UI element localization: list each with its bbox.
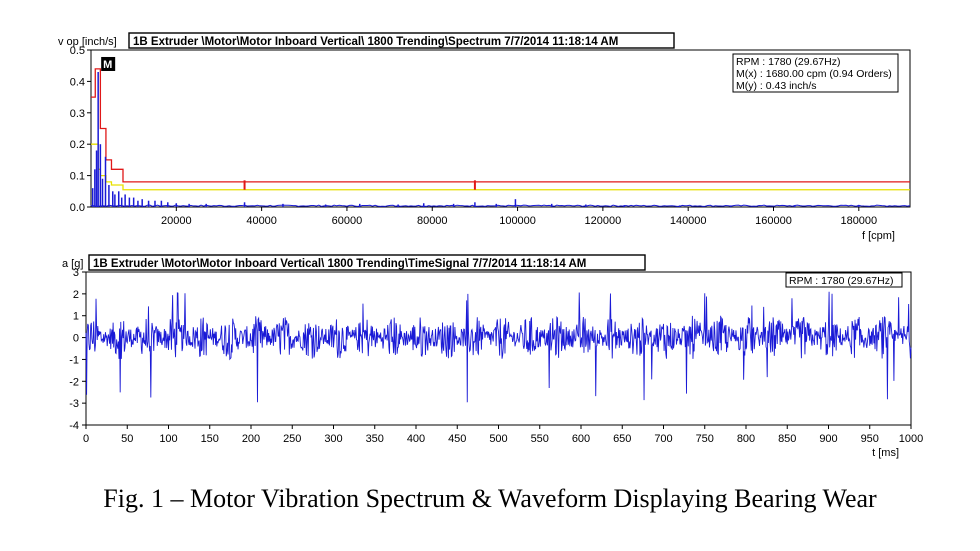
x-axis-label: t [ms] <box>872 447 899 459</box>
x-tick-label: 250 <box>283 433 301 445</box>
chart-title: 1B Extruder \Motor\Motor Inboard Vertica… <box>128 32 675 49</box>
x-tick-label: 650 <box>613 433 631 445</box>
x-tick-label: 550 <box>531 433 549 445</box>
x-tick-label: 600 <box>572 433 590 445</box>
x-tick-label: 60000 <box>332 215 363 227</box>
y-tick-label: 0.0 <box>70 202 85 214</box>
spectrum-baseline <box>90 204 911 207</box>
figure-caption: Fig. 1 – Motor Vibration Spectrum & Wave… <box>103 484 877 513</box>
x-tick-label: 140000 <box>670 215 707 227</box>
x-tick-label: 50 <box>121 433 133 445</box>
y-tick-label: 0.4 <box>70 76 85 88</box>
x-tick-label: 750 <box>696 433 714 445</box>
x-tick-label: 150 <box>201 433 219 445</box>
y-tick-label: 0.5 <box>70 45 85 57</box>
x-tick-label: 950 <box>861 433 879 445</box>
x-tick-label: 120000 <box>585 215 622 227</box>
y-tick-label: 0.3 <box>70 108 85 120</box>
x-tick-label: 500 <box>489 433 507 445</box>
title-text: 1B Extruder \Motor\Motor Inboard Vertica… <box>133 36 618 48</box>
x-tick-label: 200 <box>242 433 260 445</box>
y-tick-label: 3 <box>73 267 79 279</box>
x-tick-label: 1000 <box>899 433 923 445</box>
title-box <box>128 32 675 49</box>
legend-line: RPM : 1780 (29.67Hz) <box>789 275 893 287</box>
x-tick-label: 450 <box>448 433 466 445</box>
x-tick-label: 900 <box>819 433 837 445</box>
y-tick-label: 0.1 <box>70 171 85 183</box>
legend: RPM : 1780 (29.67Hz) <box>785 272 903 288</box>
x-tick-label: 850 <box>778 433 796 445</box>
x-axis-label: f [cpm] <box>862 230 895 242</box>
title-box <box>88 254 646 271</box>
x-tick-label: 180000 <box>840 215 877 227</box>
x-tick-label: 400 <box>407 433 425 445</box>
legend-box <box>785 272 903 288</box>
waveform-line <box>85 291 912 403</box>
plot-frame <box>85 271 912 426</box>
y-tick-label: -4 <box>69 420 79 432</box>
y-axis-label: a [g] <box>62 258 83 270</box>
y-tick-label: 1 <box>73 311 79 323</box>
title-text: 1B Extruder \Motor\Motor Inboard Vertica… <box>93 258 586 270</box>
y-axis-label: v op [inch/s] <box>58 36 117 48</box>
legend-box <box>732 53 899 93</box>
x-tick-label: 20000 <box>161 215 192 227</box>
x-tick-label: 800 <box>737 433 755 445</box>
waveform-chart: 1B Extruder \Motor\Motor Inboard Vertica… <box>62 254 923 459</box>
x-tick-label: 100 <box>159 433 177 445</box>
legend-line: M(x) : 1680.00 cpm (0.94 Orders) <box>736 68 892 80</box>
x-tick-label: 0 <box>83 433 89 445</box>
chart-title: 1B Extruder \Motor\Motor Inboard Vertica… <box>88 254 646 271</box>
y-tick-label: 0.2 <box>70 139 85 151</box>
x-tick-label: 40000 <box>246 215 277 227</box>
legend-line: RPM : 1780 (29.67Hz) <box>736 56 840 68</box>
y-tick-label: 0 <box>73 333 79 345</box>
legend: RPM : 1780 (29.67Hz)M(x) : 1680.00 cpm (… <box>732 53 899 93</box>
x-tick-label: 80000 <box>417 215 448 227</box>
x-tick-label: 300 <box>324 433 342 445</box>
y-tick-label: -3 <box>69 398 79 410</box>
y-tick-label: -2 <box>69 376 79 388</box>
marker-label: M <box>103 59 112 71</box>
x-tick-label: 100000 <box>499 215 536 227</box>
y-tick-label: 2 <box>73 289 79 301</box>
spectrum-chart: 1B Extruder \Motor\Motor Inboard Vertica… <box>58 32 911 242</box>
y-tick-label: -1 <box>69 354 79 366</box>
x-tick-label: 160000 <box>755 215 792 227</box>
x-tick-label: 700 <box>654 433 672 445</box>
x-tick-label: 350 <box>366 433 384 445</box>
marker-box <box>101 56 116 71</box>
legend-line: M(y) : 0.43 inch/s <box>736 80 817 92</box>
